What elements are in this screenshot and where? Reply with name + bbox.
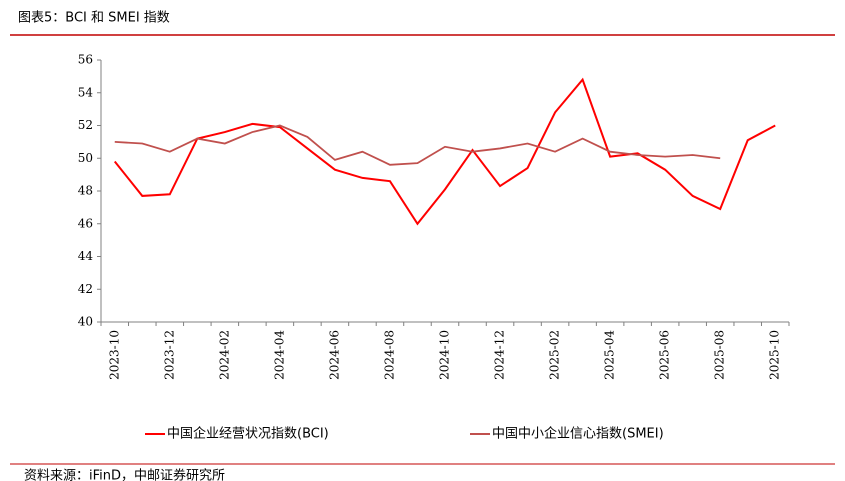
legend-label: 中国中小企业信心指数(SMEI): [492, 426, 664, 442]
y-tick-label: 48: [78, 184, 93, 198]
x-tick-label: 2024-12: [493, 330, 507, 380]
source: 资料来源：iFinD，中邮证券研究所: [24, 468, 225, 481]
chart-title: 图表5：BCI 和 SMEI 指数: [18, 11, 170, 26]
series-line: [114, 124, 721, 166]
x-tick-label: 2024-06: [327, 330, 341, 380]
series-line: [113, 77, 776, 226]
y-tick-label: 46: [78, 216, 93, 230]
x-tick-label: 2023-12: [162, 330, 176, 380]
y-tick-label: 54: [78, 85, 94, 99]
x-tick-label: 2025-06: [658, 330, 672, 380]
y-tick-label: 56: [78, 53, 93, 67]
x-tick-label: 2024-02: [217, 330, 231, 380]
x-tick-label: 2025-04: [603, 330, 617, 380]
x-tick-label: 2023-10: [107, 330, 121, 380]
x-tick-label: 2024-10: [438, 330, 452, 380]
x-tick-label: 2025-08: [713, 330, 727, 380]
x-tick-label: 2025-10: [768, 330, 782, 380]
x-tick-label: 2024-04: [272, 330, 286, 380]
x-tick-label: 2024-08: [382, 330, 396, 380]
y-tick-label: 52: [78, 118, 93, 132]
y-tick-label: 42: [78, 282, 93, 296]
legend-label: 中国企业经营状况指数(BCI): [167, 426, 329, 442]
y-tick-label: 40: [78, 315, 93, 329]
y-tick-label: 50: [78, 151, 93, 165]
y-tick-label: 44: [78, 249, 94, 263]
x-tick-label: 2025-02: [548, 330, 562, 380]
